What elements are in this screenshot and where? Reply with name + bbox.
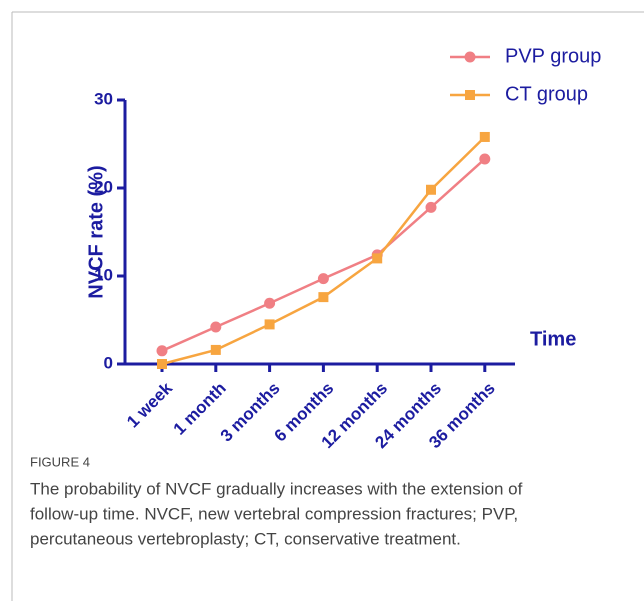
x-axis-label: Time xyxy=(530,328,576,350)
caption-label: FIGURE 4 xyxy=(30,454,90,469)
data-point xyxy=(157,359,167,369)
y-tick-label: 30 xyxy=(94,89,113,108)
legend-label: CT group xyxy=(505,83,588,105)
y-tick-label: 10 xyxy=(94,265,113,284)
y-tick-label: 20 xyxy=(94,177,113,196)
data-point xyxy=(156,345,168,357)
x-tick-label: 1 week xyxy=(123,378,176,431)
data-point xyxy=(210,321,222,333)
y-axis-label: NVCF rate (%) xyxy=(85,165,107,298)
data-point xyxy=(264,319,275,330)
legend-marker xyxy=(464,51,476,63)
series-line xyxy=(161,158,486,352)
data-point xyxy=(210,344,221,355)
data-point xyxy=(317,273,329,285)
data-point xyxy=(372,253,383,264)
data-point xyxy=(425,201,437,213)
y-tick-label: 0 xyxy=(104,353,113,372)
data-point xyxy=(426,184,436,195)
legend-marker xyxy=(465,90,475,100)
data-point xyxy=(479,131,490,142)
caption-line: The probability of NVCF gradually increa… xyxy=(30,479,523,498)
caption-line: percutaneous vertebroplasty; CT, conserv… xyxy=(30,529,461,548)
data-point xyxy=(264,297,276,309)
data-point xyxy=(479,153,491,165)
caption-line: follow-up time. NVCF, new vertebral comp… xyxy=(30,504,518,523)
legend-label: PVP group xyxy=(505,45,601,67)
data-point xyxy=(318,292,329,303)
